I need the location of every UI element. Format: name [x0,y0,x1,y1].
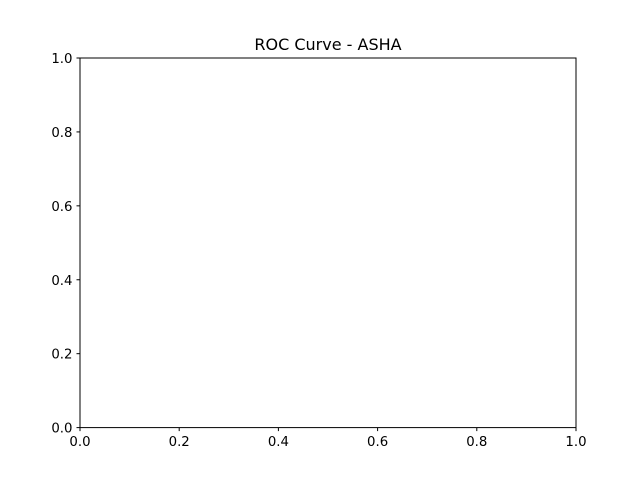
chart-title: ROC Curve - ASHA [254,35,401,54]
plot-area [79,57,577,429]
x-tick-label: 0.2 [169,435,190,450]
x-tick-label: 0.4 [268,435,289,450]
axes-frame [79,57,577,429]
x-tick-label: 0.6 [367,435,388,450]
x-axis: 0.0 0.2 0.4 0.6 0.8 1.0 [69,427,587,450]
x-tick-label: 0.0 [69,435,90,450]
y-tick-label: 0.8 [51,126,72,141]
y-tick-label: 0.0 [51,422,72,437]
y-tick-label: 0.2 [51,348,72,363]
y-tick-label: 1.0 [51,52,72,67]
x-tick-label: 0.8 [466,435,487,450]
y-tick-label: 0.6 [51,200,72,215]
y-tick-label: 0.4 [51,274,72,289]
x-tick-label: 1.0 [565,435,586,450]
y-axis: 0.0 0.2 0.4 0.6 0.8 1.0 [51,52,80,437]
